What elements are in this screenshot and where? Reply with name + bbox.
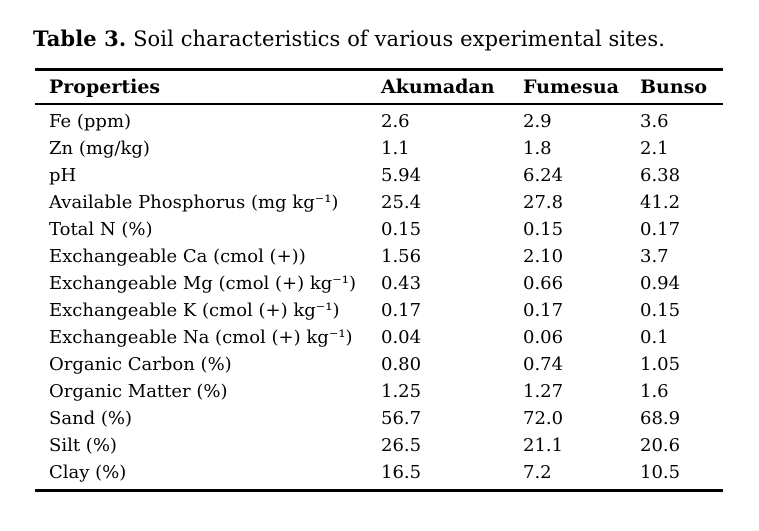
table-row: Available Phosphorus (mg kg⁻¹) 25.4 27.8 41… — [35, 189, 723, 216]
value-cell: 1.8 — [523, 138, 552, 159]
value-cell: 1.25 — [381, 381, 422, 402]
table-caption-text: Soil characteristics of various experime… — [133, 27, 665, 51]
value-cell: 20.6 — [640, 435, 681, 456]
value-cell: 6.38 — [640, 165, 681, 186]
value-cell: 3.7 — [640, 246, 669, 267]
table-row: Exchangeable Mg (cmol (+) kg⁻¹) 0.43 0.66 0… — [35, 270, 723, 297]
table-row: Zn (mg/kg) 1.1 1.8 2.1 — [35, 135, 723, 162]
value-cell: 2.9 — [523, 111, 552, 132]
table-row: Exchangeable Na (cmol (+) kg⁻¹) 0.04 0.06 0… — [35, 324, 723, 351]
value-cell: 21.1 — [523, 435, 564, 456]
table-row: Exchangeable K (cmol (+) kg⁻¹) 0.17 0.17 0.… — [35, 297, 723, 324]
column-header-fumesua: Fumesua — [523, 69, 640, 105]
value-cell: 0.66 — [523, 273, 564, 294]
table-row: Exchangeable Ca (cmol (+)) 1.56 2.10 3.7 — [35, 243, 723, 270]
property-cell: Exchangeable K (cmol (+) kg⁻¹) — [49, 300, 340, 321]
value-cell: 0.74 — [523, 354, 564, 375]
table-row: pH 5.94 6.24 6.38 — [35, 162, 723, 189]
table-row: Organic Matter (%) 1.25 1.27 1.6 — [35, 378, 723, 405]
value-cell: 0.1 — [640, 327, 669, 348]
value-cell: 0.17 — [523, 300, 564, 321]
column-header-properties: Properties — [35, 69, 381, 105]
value-cell: 72.0 — [523, 408, 564, 429]
value-cell: 1.27 — [523, 381, 564, 402]
value-cell: 0.17 — [381, 300, 422, 321]
value-cell: 27.8 — [523, 192, 564, 213]
value-cell: 0.80 — [381, 354, 422, 375]
table-row: Total N (%) 0.15 0.15 0.17 — [35, 216, 723, 243]
table-row: Organic Carbon (%) 0.80 0.74 1.05 — [35, 351, 723, 378]
table-row: Sand (%) 56.7 72.0 68.9 — [35, 405, 723, 432]
value-cell: 6.24 — [523, 165, 564, 186]
property-cell: Clay (%) — [49, 462, 127, 483]
property-cell: pH — [49, 165, 77, 186]
property-cell: Exchangeable Na (cmol (+) kg⁻¹) — [49, 327, 353, 348]
property-cell: Silt (%) — [49, 435, 117, 456]
value-cell: 0.15 — [640, 300, 681, 321]
value-cell: 1.05 — [640, 354, 681, 375]
value-cell: 10.5 — [640, 462, 681, 483]
table-row: Fe (ppm) 2.6 2.9 3.6 — [35, 104, 723, 135]
value-cell: 2.10 — [523, 246, 564, 267]
value-cell: 0.15 — [381, 219, 422, 240]
value-cell: 0.04 — [381, 327, 422, 348]
property-cell: Exchangeable Mg (cmol (+) kg⁻¹) — [49, 273, 357, 294]
column-header-bunso: Bunso — [640, 69, 723, 105]
value-cell: 0.17 — [640, 219, 681, 240]
soil-characteristics-table: Properties Akumadan Fumesua Bunso Fe (pp… — [35, 68, 723, 492]
value-cell: 0.06 — [523, 327, 564, 348]
property-cell: Total N (%) — [49, 219, 153, 240]
table-caption: Table 3. Soil characteristics of various… — [33, 26, 759, 52]
table-row: Clay (%) 16.5 7.2 10.5 — [35, 459, 723, 491]
value-cell: 41.2 — [640, 192, 681, 213]
property-cell: Exchangeable Ca (cmol (+)) — [49, 246, 306, 267]
value-cell: 0.43 — [381, 273, 422, 294]
table-header: Properties Akumadan Fumesua Bunso — [35, 69, 723, 105]
column-header-akumadan: Akumadan — [381, 69, 523, 105]
table-body: Fe (ppm) 2.6 2.9 3.6 Zn (mg/kg) 1.1 1.8 2.1 pH 5.… — [35, 104, 723, 491]
property-cell: Available Phosphorus (mg kg⁻¹) — [49, 192, 339, 213]
value-cell: 0.15 — [523, 219, 564, 240]
value-cell: 1.56 — [381, 246, 422, 267]
property-cell: Sand (%) — [49, 408, 133, 429]
value-cell: 68.9 — [640, 408, 681, 429]
property-cell: Zn (mg/kg) — [49, 138, 150, 159]
value-cell: 1.1 — [381, 138, 410, 159]
value-cell: 2.6 — [381, 111, 410, 132]
property-cell: Fe (ppm) — [49, 111, 132, 132]
value-cell: 25.4 — [381, 192, 422, 213]
value-cell: 7.2 — [523, 462, 552, 483]
value-cell: 0.94 — [640, 273, 681, 294]
value-cell: 5.94 — [381, 165, 422, 186]
value-cell: 3.6 — [640, 111, 669, 132]
table-row: Silt (%) 26.5 21.1 20.6 — [35, 432, 723, 459]
value-cell: 26.5 — [381, 435, 422, 456]
value-cell: 2.1 — [640, 138, 669, 159]
property-cell: Organic Matter (%) — [49, 381, 228, 402]
value-cell: 1.6 — [640, 381, 669, 402]
value-cell: 56.7 — [381, 408, 422, 429]
header-row: Properties Akumadan Fumesua Bunso — [35, 69, 723, 105]
property-cell: Organic Carbon (%) — [49, 354, 232, 375]
table-caption-label: Table 3. — [33, 26, 127, 51]
paper-page: Table 3. Soil characteristics of various… — [33, 26, 759, 492]
value-cell: 16.5 — [381, 462, 422, 483]
